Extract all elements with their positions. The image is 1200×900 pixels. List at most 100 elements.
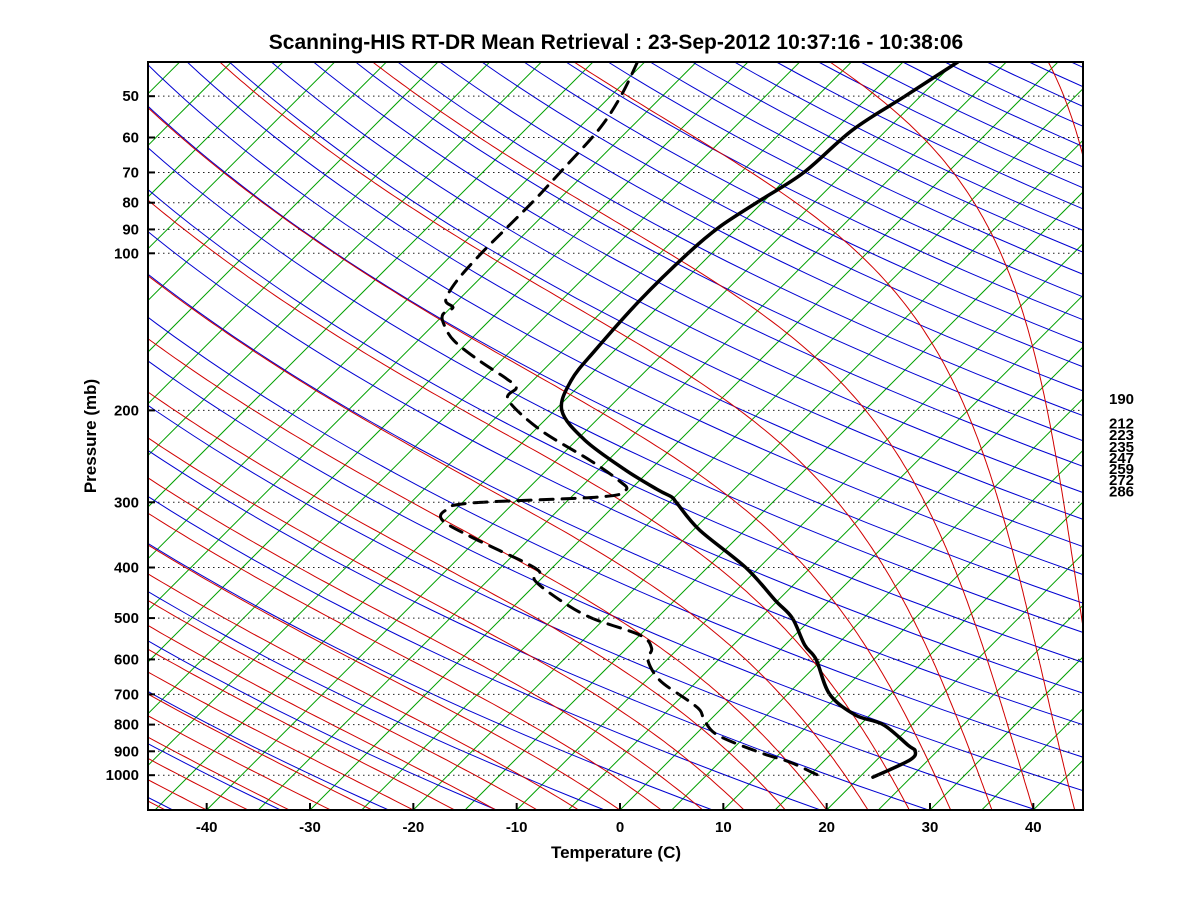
dry-adiabat-line bbox=[734, 62, 1083, 231]
moist-adiabat-line bbox=[148, 544, 621, 810]
dry-adiabat-line bbox=[148, 147, 1083, 633]
dry-adiabat-line bbox=[355, 62, 1083, 442]
y-tick-label: 800 bbox=[114, 717, 139, 734]
dry-adiabat-line bbox=[148, 404, 1037, 810]
right-pressure-label: 272 bbox=[1109, 472, 1134, 489]
y-axis-label: Pressure (mb) bbox=[81, 379, 100, 493]
x-tick-label: 0 bbox=[616, 819, 624, 836]
right-pressure-label: 190 bbox=[1109, 391, 1134, 408]
dry-adiabat-line bbox=[1070, 62, 1083, 68]
dry-adiabat-line bbox=[148, 273, 1083, 726]
y-tick-label: 90 bbox=[122, 221, 139, 238]
dry-adiabat-line bbox=[692, 62, 1083, 253]
y-tick-label: 1000 bbox=[106, 767, 139, 784]
moist-adiabat-line bbox=[0, 62, 124, 810]
dewpoint-profile-line bbox=[438, 62, 824, 779]
dry-adiabat-line bbox=[148, 640, 497, 810]
isotherm-line bbox=[148, 62, 542, 457]
dry-adiabat-line bbox=[313, 62, 1083, 467]
isotherm-line bbox=[929, 656, 1083, 810]
isotherm-line bbox=[619, 346, 1083, 810]
plot-area bbox=[0, 62, 1083, 810]
x-tick-label: -40 bbox=[196, 819, 218, 836]
right-pressure-label: 223 bbox=[1109, 427, 1134, 444]
dry-adiabat-line bbox=[148, 188, 1083, 663]
dry-adiabat-line bbox=[523, 62, 1083, 344]
dry-adiabat-line bbox=[148, 316, 1083, 758]
isotherm-line bbox=[154, 62, 904, 810]
dry-adiabat-line bbox=[271, 62, 1083, 494]
isotherm-line bbox=[148, 62, 491, 405]
moist-adiabat-line bbox=[148, 107, 952, 810]
chart-layers: 5060708090100200300400500600700800900100… bbox=[0, 61, 1134, 836]
isotherm-line bbox=[826, 552, 1083, 810]
x-tick-label: 30 bbox=[922, 819, 939, 836]
moist-adiabat-line bbox=[148, 437, 745, 810]
chart-title: Scanning-HIS RT-DR Mean Retrieval : 23-S… bbox=[269, 31, 963, 54]
isotherm-line bbox=[148, 62, 801, 715]
isotherm-line bbox=[148, 62, 749, 663]
isotherm-line bbox=[877, 604, 1083, 810]
moist-adiabat-line bbox=[148, 671, 414, 810]
y-tick-label: 300 bbox=[114, 494, 139, 511]
dry-adiabat-line bbox=[944, 62, 1083, 127]
right-pressure-label: 212 bbox=[1109, 416, 1134, 433]
isotherm-line bbox=[148, 62, 852, 767]
isotherm-line bbox=[257, 62, 1007, 810]
moist-adiabat-line bbox=[372, 62, 1034, 810]
isotherm-line bbox=[0, 62, 128, 810]
dry-adiabat-line bbox=[439, 62, 1083, 392]
isotherm-line bbox=[148, 62, 336, 250]
isotherm-line bbox=[148, 62, 439, 353]
moist-adiabat-line bbox=[829, 62, 1083, 630]
moist-adiabat-line bbox=[148, 693, 373, 810]
dry-adiabat-line bbox=[397, 62, 1083, 417]
isotherm-line bbox=[412, 139, 1083, 810]
moist-adiabat-line bbox=[0, 62, 83, 810]
x-tick-label: 10 bbox=[715, 819, 732, 836]
moist-adiabat-line bbox=[219, 62, 993, 810]
moist-adiabat-line bbox=[148, 648, 455, 810]
dry-adiabat-line bbox=[148, 743, 281, 810]
plot-border bbox=[147, 61, 1084, 811]
y-tick-label: 200 bbox=[114, 402, 139, 419]
dry-adiabat-line bbox=[148, 590, 605, 810]
right-pressure-label: 259 bbox=[1109, 461, 1134, 478]
y-tick-label: 400 bbox=[114, 560, 139, 577]
x-axis-label: Temperature (C) bbox=[551, 843, 681, 862]
isotherm-line bbox=[148, 62, 594, 508]
dry-adiabat-line bbox=[148, 105, 1083, 604]
y-tick-label: 80 bbox=[122, 195, 139, 212]
isotherm-line bbox=[722, 449, 1083, 810]
right-pressure-label: 235 bbox=[1109, 439, 1134, 456]
isotherm-line bbox=[774, 501, 1083, 810]
moist-adiabat-line bbox=[148, 624, 497, 810]
dry-adiabat-line bbox=[148, 360, 1083, 792]
isotherm-line bbox=[148, 62, 646, 560]
temperature-profile-line bbox=[559, 62, 960, 779]
dry-adiabat-line bbox=[148, 542, 713, 810]
dry-adiabat-line bbox=[481, 62, 1083, 368]
moist-adiabat-line bbox=[148, 512, 662, 810]
x-tick-label: 40 bbox=[1025, 819, 1042, 836]
dry-adiabat-line bbox=[148, 495, 821, 810]
moist-adiabat-line bbox=[148, 779, 207, 810]
isotherm-line bbox=[981, 707, 1083, 810]
moist-adiabat-line bbox=[148, 736, 290, 810]
moist-adiabat-line bbox=[0, 62, 41, 810]
isotherm-line bbox=[516, 242, 1083, 810]
isotherm-line bbox=[464, 191, 1083, 810]
isotherm-line bbox=[148, 62, 284, 198]
dry-adiabat-line bbox=[148, 230, 1083, 694]
y-tick-label: 100 bbox=[114, 245, 139, 262]
dry-adiabat-line bbox=[148, 64, 1083, 576]
moist-adiabat-line bbox=[148, 573, 579, 810]
isotherm-line bbox=[671, 397, 1083, 810]
moist-adiabat-line bbox=[148, 391, 786, 810]
dry-adiabat-line bbox=[148, 449, 929, 810]
moist-adiabat-line bbox=[573, 62, 1076, 810]
dry-adiabat-line bbox=[565, 62, 1083, 321]
y-tick-label: 70 bbox=[122, 164, 139, 181]
